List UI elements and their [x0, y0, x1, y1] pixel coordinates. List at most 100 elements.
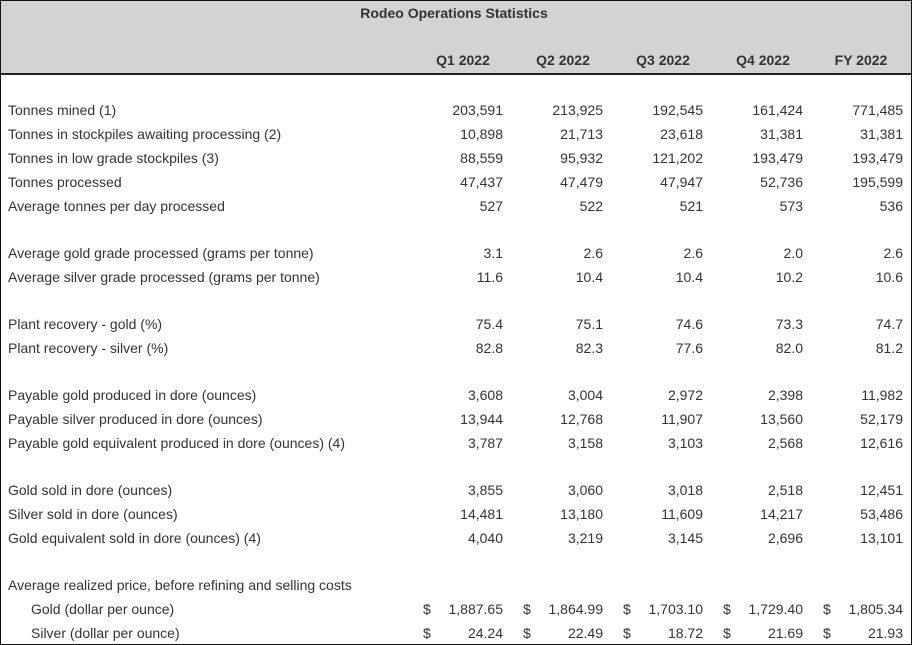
currency-symbol: $ — [523, 601, 531, 617]
table-row: Tonnes mined (1) 203,591 213,925 192,545 161… — [1, 98, 911, 122]
value-cell: 3,060 — [513, 478, 613, 502]
cell-value: 13,101 — [860, 530, 903, 546]
cell-value: 2,568 — [767, 435, 803, 451]
spacer-cell — [1, 75, 413, 98]
value-cell: 3,103 — [613, 431, 713, 455]
value-cell: 13,560 — [713, 407, 813, 431]
value-cell: 74.6 — [613, 312, 713, 336]
cell-value: 77.6 — [675, 340, 703, 356]
cell-value: 23,618 — [660, 126, 703, 142]
cell-value: 2.6 — [883, 245, 903, 261]
cell-value: 161,424 — [752, 102, 803, 118]
cell-value: 82.3 — [575, 340, 603, 356]
row-label: Average gold grade processed (grams per … — [8, 245, 314, 261]
statistics-table: Tonnes mined (1) 203,591 213,925 192,545 161… — [1, 75, 911, 645]
value-cell: 573 — [713, 194, 813, 218]
table-row: Tonnes processed 47,437 47,479 47,947 52,736… — [1, 170, 911, 194]
cell-value: 11,982 — [861, 387, 903, 403]
cell-value: 2,398 — [767, 387, 803, 403]
currency-symbol: $ — [423, 625, 431, 641]
value-cell: 213,925 — [513, 98, 613, 122]
cell-value: 24.24 — [467, 625, 503, 641]
cell-value: 21.93 — [867, 625, 903, 641]
cell-value: 2,518 — [767, 482, 803, 498]
value-cell: 522 — [513, 194, 613, 218]
cell-value: 75.1 — [575, 316, 603, 332]
table-row: Plant recovery - gold (%) 75.4 75.1 74.6 73.… — [1, 312, 911, 336]
row-label: Plant recovery - gold (%) — [8, 316, 163, 332]
spacer-row — [1, 289, 911, 312]
value-cell: $21.69 — [713, 621, 813, 645]
row-label: Gold (dollar per ounce) — [31, 601, 175, 617]
table-row: Average tonnes per day processed 527 522 52… — [1, 194, 911, 218]
value-cell: 10,898 — [413, 122, 513, 146]
spacer-cell — [1, 455, 413, 478]
cell-value: 203,591 — [452, 102, 503, 118]
value-cell: 77.6 — [613, 336, 713, 360]
cell-value: 2,696 — [767, 530, 803, 546]
value-cell: 10.6 — [813, 265, 911, 289]
cell-value: 2.6 — [583, 245, 603, 261]
table-title: Rodeo Operations Statistics — [360, 5, 548, 21]
value-cell: 10.2 — [713, 265, 813, 289]
cell-value: 10.6 — [875, 269, 903, 285]
value-cell: 521 — [613, 194, 713, 218]
cell-value: 1,729.40 — [748, 601, 804, 617]
value-cell: 11.6 — [413, 265, 513, 289]
row-label: Plant recovery - silver (%) — [8, 340, 169, 356]
value-cell: 121,202 — [613, 146, 713, 170]
value-cell: 2.6 — [813, 241, 911, 265]
currency-symbol: $ — [623, 625, 631, 641]
cell-value: 82.8 — [475, 340, 503, 356]
spacer-row — [1, 455, 911, 478]
value-cell: 161,424 — [713, 98, 813, 122]
cell-value: 21.69 — [767, 625, 803, 641]
cell-value: 521 — [679, 198, 703, 214]
cell-value: 12,768 — [560, 411, 603, 427]
currency-symbol: $ — [823, 625, 831, 641]
table-row: Payable gold produced in dore (ounces) 3,… — [1, 383, 911, 407]
cell-value: 193,479 — [852, 150, 903, 166]
cell-value: 2.6 — [683, 245, 703, 261]
value-cell: 12,451 — [813, 478, 911, 502]
cell-value: 52,179 — [860, 411, 903, 427]
cell-value: 3,787 — [467, 435, 503, 451]
row-label: Tonnes processed — [8, 174, 122, 190]
value-cell: 14,481 — [413, 502, 513, 526]
value-cell: 74.7 — [813, 312, 911, 336]
value-cell: 3,787 — [413, 431, 513, 455]
value-cell: 536 — [813, 194, 911, 218]
cell-value: 31,381 — [760, 126, 803, 142]
cell-value: 3,145 — [667, 530, 703, 546]
value-cell: 52,179 — [813, 407, 911, 431]
cell-value: 4,040 — [467, 530, 503, 546]
cell-value: 95,932 — [560, 150, 603, 166]
value-cell: $1,805.34 — [813, 597, 911, 621]
column-header-q3: Q3 2022 — [636, 52, 690, 68]
value-cell: 2,518 — [713, 478, 813, 502]
row-label: Average tonnes per day processed — [8, 198, 225, 214]
currency-symbol: $ — [723, 601, 731, 617]
cell-value: 1,805.34 — [848, 601, 904, 617]
value-cell: 47,947 — [613, 170, 713, 194]
value-cell: 2,568 — [713, 431, 813, 455]
value-cell: $1,887.65 — [413, 597, 513, 621]
value-cell: 10.4 — [613, 265, 713, 289]
cell-value: 10.4 — [675, 269, 703, 285]
cell-value: 73.3 — [775, 316, 803, 332]
spacer-cell — [1, 289, 413, 312]
cell-value: 3,103 — [667, 435, 703, 451]
value-cell: 82.8 — [413, 336, 513, 360]
cell-value: 3,855 — [467, 482, 503, 498]
cell-value: 1,887.65 — [448, 601, 504, 617]
row-label: Average silver grade processed (grams pe… — [8, 269, 320, 285]
value-cell: 10.4 — [513, 265, 613, 289]
value-cell: $22.49 — [513, 621, 613, 645]
value-cell: 21,713 — [513, 122, 613, 146]
cell-value: 31,381 — [860, 126, 903, 142]
value-cell: 4,040 — [413, 526, 513, 550]
row-label: Silver (dollar per ounce) — [31, 625, 180, 641]
spacer-row — [1, 75, 911, 98]
spacer-row — [1, 218, 911, 241]
cell-value: 74.7 — [875, 316, 903, 332]
